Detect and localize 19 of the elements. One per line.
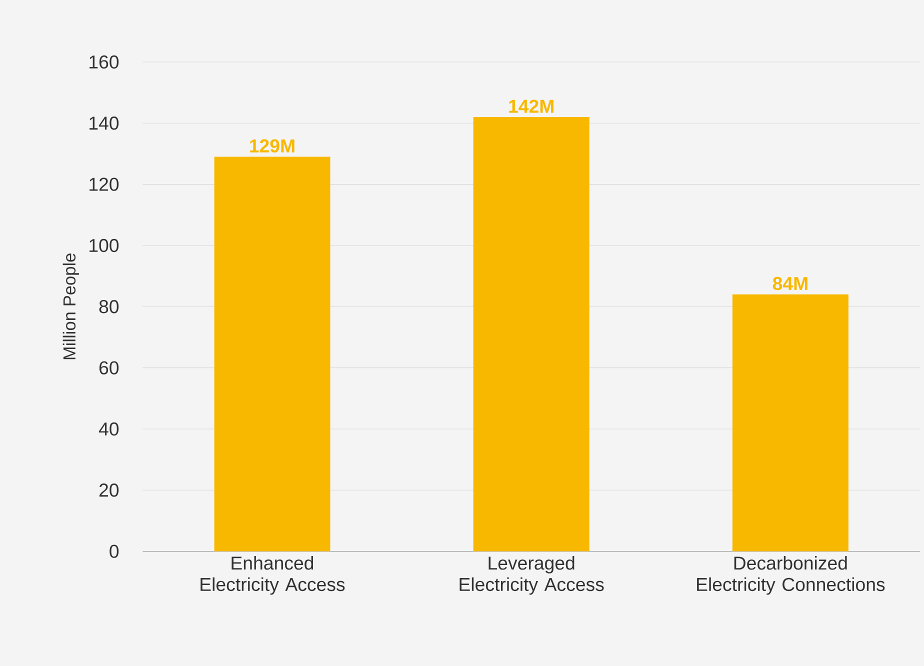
y-tick-label: 140 bbox=[90, 116, 119, 130]
x-tick-label: Enhanced Electricity Access bbox=[200, 556, 345, 595]
data-label: 129M bbox=[250, 139, 294, 153]
y-axis-title: Million People bbox=[62, 254, 79, 360]
y-tick-label: 120 bbox=[90, 178, 119, 191]
y-tick-label: 0 bbox=[110, 544, 119, 558]
x-tick-label: Leveraged Electricity Access bbox=[460, 556, 604, 595]
x-tick-label: Decarbonized Electricity Connections bbox=[697, 556, 885, 595]
y-tick-label: 40 bbox=[98, 422, 119, 436]
bar bbox=[214, 156, 330, 552]
y-tick-label: 20 bbox=[99, 484, 119, 497]
y-tick-label: 160 bbox=[90, 55, 119, 69]
bar bbox=[473, 117, 590, 552]
data-label: 84M bbox=[772, 276, 808, 290]
y-tick-label: 60 bbox=[99, 361, 119, 374]
y-tick-label: 100 bbox=[90, 238, 119, 252]
y-tick-label: 80 bbox=[99, 300, 119, 314]
bar bbox=[732, 294, 848, 552]
data-label: 142M bbox=[509, 100, 554, 113]
